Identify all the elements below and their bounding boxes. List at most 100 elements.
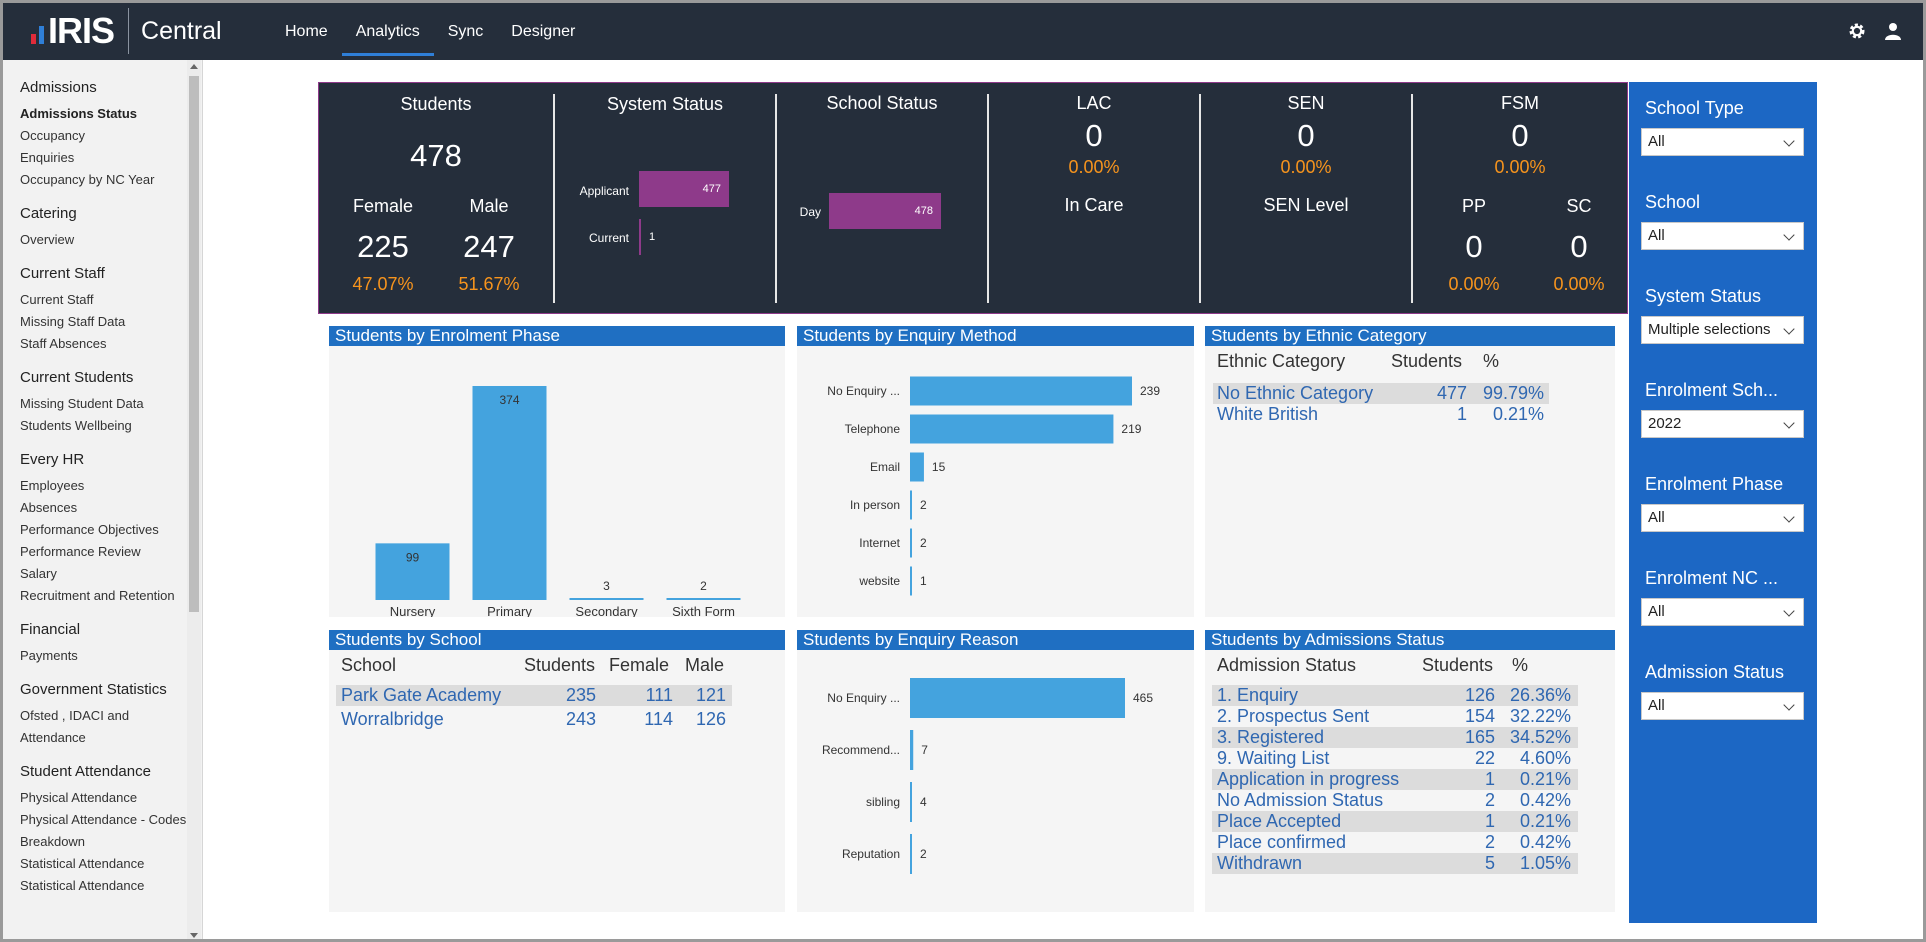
bar-sixth-form[interactable] — [666, 598, 741, 600]
admissions-status-table-panel: Students by Admissions Status Admission … — [1205, 630, 1615, 912]
table-row[interactable]: No Ethnic Category 477 99.79% — [1213, 383, 1549, 404]
gear-icon[interactable] — [1847, 21, 1867, 41]
sidebar-heading-financial[interactable]: Financial — [20, 621, 81, 638]
scroll-down-arrow-icon[interactable] — [190, 933, 198, 938]
sidebar-item-overview[interactable]: Overview — [20, 232, 75, 247]
table-row[interactable]: Withdrawn 5 1.05% — [1212, 853, 1578, 874]
nav-designer[interactable]: Designer — [511, 23, 576, 40]
data-label-sixth-form: 2 — [700, 579, 707, 593]
report-canvas: Students 478 Female Male 225 247 47.07% … — [206, 60, 1923, 939]
nav-analytics[interactable]: Analytics — [341, 3, 434, 60]
table-row[interactable]: Application in progress 1 0.21% — [1212, 769, 1578, 790]
user-icon[interactable] — [1883, 21, 1903, 41]
sidebar-item-performance-objectives[interactable]: Performance Objectives — [20, 522, 159, 537]
sidebar-item-performance-review[interactable]: Performance Review — [20, 544, 141, 559]
table-cell-admission-status: Place Accepted — [1217, 811, 1342, 831]
sidebar-heading-current-staff[interactable]: Current Staff — [20, 265, 105, 282]
logo-bars-icon — [31, 18, 44, 44]
table-row[interactable]: Park Gate Academy 235 111 121 — [336, 685, 732, 706]
school-status-value-day: 478 — [914, 205, 933, 217]
scrollbar-thumb[interactable] — [189, 76, 199, 612]
sidebar-item-current-staff[interactable]: Current Staff — [20, 292, 94, 307]
table-row[interactable]: Place Accepted 1 0.21% — [1212, 811, 1578, 832]
sidebar-heading-admissions[interactable]: Admissions — [20, 79, 97, 96]
sidebar-item-physical-attendance[interactable]: Physical Attendance — [20, 790, 138, 805]
data-label-reputation: 2 — [920, 847, 927, 861]
admissions-header-[interactable]: % — [1512, 655, 1529, 675]
sidebar-heading-student-attendance[interactable]: Student Attendance — [20, 763, 151, 780]
sidebar-item-absences[interactable]: Absences — [20, 500, 78, 515]
admissions-header-students[interactable]: Students — [1422, 655, 1494, 675]
sidebar-item-ofsted-idaci-and-attendance[interactable]: Ofsted , IDACI and Attendance — [20, 708, 130, 745]
sidebar-item-statistical-attendance[interactable]: Statistical Attendance — [20, 878, 145, 893]
sidebar-scrollbar[interactable] — [187, 60, 201, 939]
slicer-dropdown-enrolment-nc[interactable]: All — [1641, 598, 1804, 626]
sidebar-heading-catering[interactable]: Catering — [20, 205, 77, 222]
category-label-internet: Internet — [859, 536, 900, 550]
nav-home[interactable]: Home — [285, 23, 328, 40]
bar-recommend[interactable] — [910, 730, 914, 770]
table-row[interactable]: 2. Prospectus Sent 154 32.22% — [1212, 706, 1578, 727]
table-cell-students: 2 — [1484, 832, 1495, 852]
school-header-female[interactable]: Female — [609, 655, 670, 675]
bar-primary[interactable] — [472, 386, 547, 600]
sidebar-item-statistical-attendance[interactable]: Statistical Attendance — [20, 856, 145, 871]
sidebar-item-admissions-status[interactable]: Admissions Status — [20, 106, 138, 121]
sidebar-item-occupancy[interactable]: Occupancy — [20, 128, 86, 143]
table-row[interactable]: No Admission Status 2 0.42% — [1212, 790, 1578, 811]
table-row[interactable]: 9. Waiting List 22 4.60% — [1212, 748, 1578, 769]
bar-internet[interactable] — [910, 528, 912, 558]
bar-nursery[interactable] — [375, 543, 450, 600]
slicer-dropdown-school[interactable]: All — [1641, 222, 1804, 250]
sidebar-item-missing-student-data[interactable]: Missing Student Data — [20, 396, 144, 411]
bar-sibling[interactable] — [910, 782, 912, 822]
table-row[interactable]: Worralbridge 243 114 126 — [336, 709, 732, 730]
ethnic-header-ethnic-category[interactable]: Ethnic Category — [1217, 351, 1346, 371]
table-row[interactable]: Place confirmed 2 0.42% — [1212, 832, 1578, 853]
data-label-secondary: 3 — [603, 579, 610, 593]
sidebar-item-occupancy-by-nc-year[interactable]: Occupancy by NC Year — [20, 172, 155, 187]
school-status-bar-day[interactable]: 478 — [829, 193, 941, 229]
school-header-school[interactable]: School — [341, 655, 397, 675]
bar-email[interactable] — [910, 452, 924, 482]
sidebar-item-recruitment-and-retention[interactable]: Recruitment and Retention — [20, 588, 175, 603]
sidebar-heading-every-hr[interactable]: Every HR — [20, 451, 85, 468]
system-status-bar-applicant[interactable]: 477 — [639, 171, 729, 207]
slicer-dropdown-enrolment-phase[interactable]: All — [1641, 504, 1804, 532]
sidebar-item-payments[interactable]: Payments — [20, 648, 78, 663]
ethnic-header-students[interactable]: Students — [1391, 351, 1463, 371]
sidebar-item-employees[interactable]: Employees — [20, 478, 85, 493]
school-header-students[interactable]: Students — [524, 655, 596, 675]
sidebar-item-salary[interactable]: Salary — [20, 566, 57, 581]
sidebar-heading-government-statistics[interactable]: Government Statistics — [20, 681, 167, 698]
admissions-header-admission-status[interactable]: Admission Status — [1217, 655, 1357, 675]
nav-sync[interactable]: Sync — [447, 23, 484, 40]
slicer-dropdown-school-type[interactable]: All — [1641, 128, 1804, 156]
bar-no-enquiry[interactable] — [910, 376, 1132, 406]
table-row[interactable]: White British 1 0.21% — [1213, 404, 1549, 425]
data-label-primary: 374 — [499, 393, 519, 407]
bar-in-person[interactable] — [910, 490, 912, 520]
school-header-male[interactable]: Male — [685, 655, 725, 675]
table-row[interactable]: 3. Registered 165 34.52% — [1212, 727, 1578, 748]
bar-telephone[interactable] — [910, 414, 1114, 444]
sidebar-item-enquiries[interactable]: Enquiries — [20, 150, 75, 165]
bar-no-enquiry[interactable] — [910, 678, 1125, 718]
sidebar-item-missing-staff-data[interactable]: Missing Staff Data — [20, 314, 126, 329]
scroll-up-arrow-icon[interactable] — [190, 64, 198, 69]
slicer-dropdown-system-status[interactable]: Multiple selections — [1641, 316, 1804, 344]
slicer-dropdown-enrolment-sch[interactable]: 2022 — [1641, 410, 1804, 438]
sidebar-item-students-wellbeing[interactable]: Students Wellbeing — [20, 418, 132, 433]
sidebar-item-physical-attendance-codes-breakdown[interactable]: Physical Attendance - Codes Breakdown — [20, 812, 187, 849]
bar-reputation[interactable] — [910, 834, 912, 874]
bar-website[interactable] — [910, 566, 912, 596]
sidebar-heading-current-students[interactable]: Current Students — [20, 369, 134, 386]
ethnic-header-[interactable]: % — [1483, 351, 1500, 371]
sidebar-item-staff-absences[interactable]: Staff Absences — [20, 336, 107, 351]
slicer-dropdown-admission-status[interactable]: All — [1641, 692, 1804, 720]
bar-secondary[interactable] — [569, 598, 644, 600]
iris-logo[interactable]: IRIS Central — [31, 8, 222, 54]
table-row[interactable]: 1. Enquiry 126 26.36% — [1212, 685, 1578, 706]
table-cell-: 99.79% — [1482, 383, 1544, 403]
system-status-bar-current[interactable] — [639, 219, 641, 255]
